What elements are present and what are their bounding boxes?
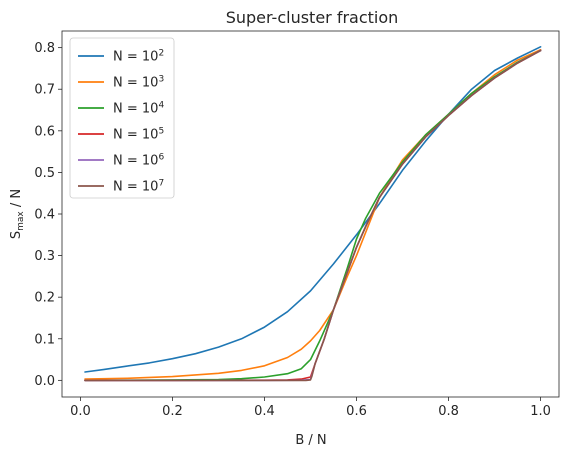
legend-label-base: N = 10 [113, 154, 158, 169]
x-axis-ticks: 0.0 0.2 0.4 0.6 0.8 1.0 [70, 397, 551, 419]
y-tick-label: 0.4 [34, 208, 55, 223]
series-line-6 [84, 49, 542, 382]
y-tick-label: 0.0 [34, 374, 55, 389]
legend-label-exponent: 4 [158, 101, 164, 111]
x-axis-label: B / N [295, 433, 326, 448]
legend-label-exponent: 5 [158, 127, 164, 137]
legend-label-exponent: 3 [158, 75, 164, 85]
y-tick-label: 0.7 [34, 83, 55, 98]
x-tick-label: 0.0 [70, 404, 91, 419]
y-tick-label: 0.3 [34, 249, 55, 264]
x-tick-label: 0.2 [162, 404, 183, 419]
legend-label-exponent: 7 [158, 179, 164, 189]
series-line-1 [84, 45, 542, 373]
legend-box [69, 37, 175, 199]
y-tick-label: 0.8 [34, 41, 55, 56]
series-layer [84, 45, 542, 382]
y-tick-label: 0.1 [34, 332, 55, 347]
legend-label-base: N = 10 [113, 50, 158, 65]
legend-entry-label: N = 102 [113, 49, 164, 65]
y-tick-label: 0.5 [34, 166, 55, 181]
x-tick-label: 1.0 [530, 404, 551, 419]
legend-entry-label: N = 107 [113, 179, 164, 195]
legend-label-exponent: 2 [158, 49, 164, 59]
y-axis-label: Smax / N [9, 189, 26, 239]
chart-title: Super-cluster fraction [226, 8, 399, 27]
legend-entry-label: N = 104 [113, 101, 164, 117]
y-label-rest: / N [9, 189, 24, 211]
y-label-main: S [9, 231, 24, 239]
legend-label-base: N = 10 [113, 76, 158, 91]
legend-label-exponent: 6 [158, 153, 164, 163]
y-tick-label: 0.6 [34, 124, 55, 139]
y-tick-label: 0.2 [34, 291, 55, 306]
x-tick-label: 0.8 [438, 404, 459, 419]
legend-entry-label: N = 103 [113, 75, 164, 91]
legend-label-base: N = 10 [113, 180, 158, 195]
x-tick-label: 0.4 [254, 404, 275, 419]
x-tick-label: 0.6 [346, 404, 367, 419]
legend-label-base: N = 10 [113, 128, 158, 143]
y-axis-ticks: 0.0 0.1 0.2 0.3 0.4 0.5 0.6 0.7 0.8 [34, 41, 62, 389]
legend-entry-label: N = 105 [113, 127, 164, 143]
legend-label-base: N = 10 [113, 102, 158, 117]
y-label-subscript: max [16, 211, 26, 231]
legend-entry-label: N = 106 [113, 153, 164, 169]
